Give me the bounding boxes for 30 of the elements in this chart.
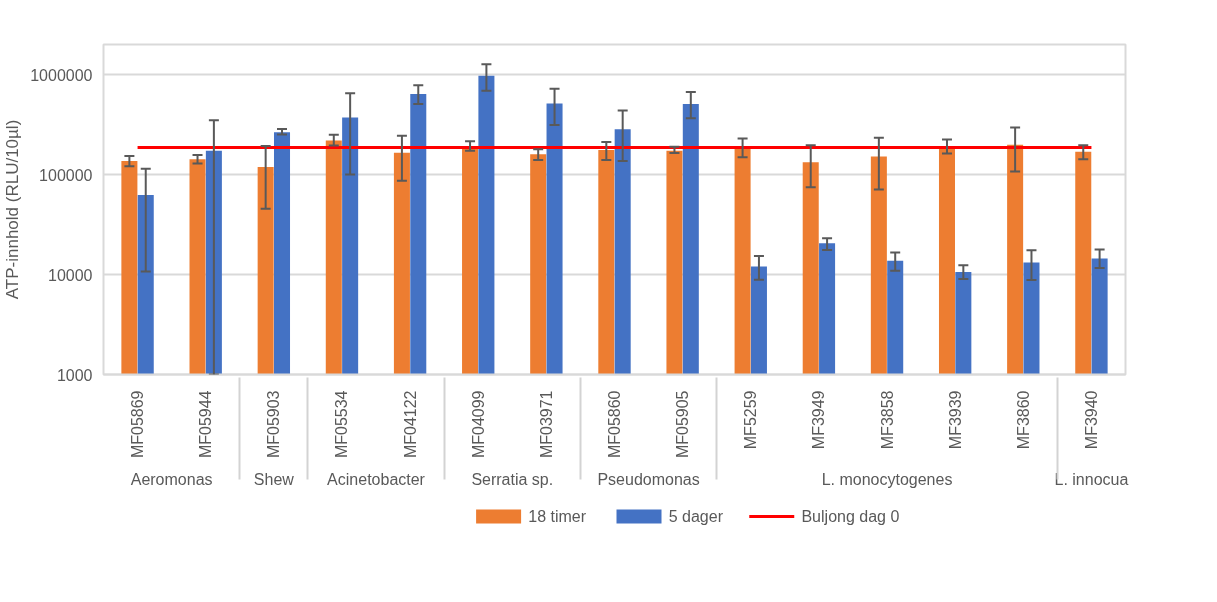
x-tick-label: MF3939 — [946, 390, 964, 450]
x-tick-label: MF3858 — [878, 390, 896, 450]
legend-label: 18 timer — [528, 508, 587, 525]
x-tick-label: MF05534 — [333, 390, 351, 459]
y-axis-title: ATP-innhold (RLU/10µl) — [3, 119, 23, 300]
y-tick-label: 1000000 — [30, 66, 93, 84]
x-tick-label: MF04122 — [401, 390, 419, 459]
x-tick-label: MF05869 — [129, 390, 147, 459]
x-tick-label: MF3940 — [1082, 390, 1100, 450]
x-tick-label: MF05903 — [265, 390, 283, 459]
text: L. innocua — [1054, 471, 1129, 489]
text: Aeromonas — [130, 471, 213, 489]
x-tick-label: MF3860 — [1014, 390, 1032, 450]
x-tick-label: MF05860 — [606, 390, 623, 459]
x-tick-label: MF03971 — [537, 390, 555, 459]
y-tick-label: 100000 — [39, 166, 93, 184]
y-tick-label: 10000 — [48, 266, 93, 284]
text: Serratia sp. — [471, 471, 554, 489]
text: Shew — [253, 471, 295, 489]
text: Acinetobacter — [327, 471, 426, 489]
x-tick-label: MF05944 — [197, 390, 215, 459]
x-tick-label: MF5259 — [742, 390, 760, 450]
text: Pseudomonas — [597, 471, 700, 489]
text: L. monocytogenes — [821, 471, 953, 489]
x-tick-label: MF3949 — [810, 390, 828, 450]
legend-label: Buljong dag 0 — [801, 508, 900, 525]
x-tick-label: MF04099 — [469, 390, 487, 459]
x-tick-label: MF05905 — [674, 390, 692, 459]
y-tick-label: 1000 — [56, 366, 93, 384]
legend-label: 5 dager — [668, 508, 724, 525]
